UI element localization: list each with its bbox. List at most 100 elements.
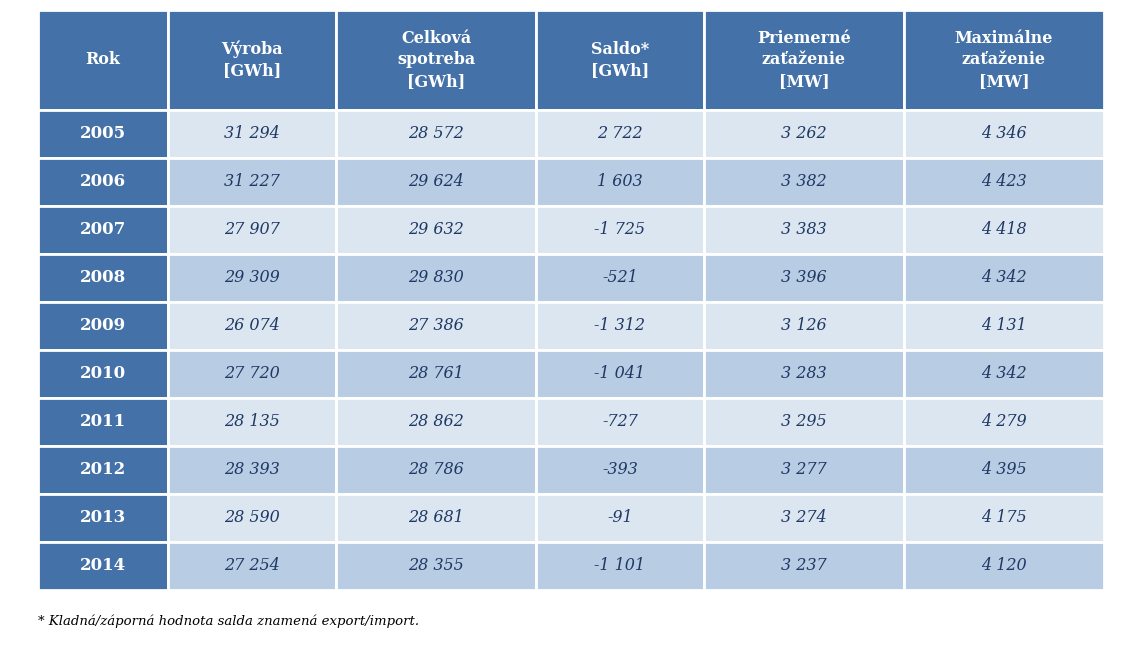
Text: 4 346: 4 346 (981, 125, 1027, 143)
Text: 3 277: 3 277 (781, 461, 827, 479)
Bar (536, 494, 704, 542)
Bar (38, 158, 167, 206)
Text: 4 131: 4 131 (981, 317, 1027, 335)
Bar (336, 542, 536, 590)
Text: 28 862: 28 862 (408, 414, 464, 430)
Bar (904, 254, 1104, 302)
Text: 4 342: 4 342 (981, 270, 1027, 286)
Text: -1 041: -1 041 (595, 365, 645, 382)
Text: 3 382: 3 382 (781, 173, 827, 191)
Bar (536, 350, 704, 398)
Text: -1 312: -1 312 (595, 317, 645, 335)
Text: Celková
spotreba
[GWh]: Celková spotreba [GWh] (397, 30, 475, 90)
Text: 27 254: 27 254 (224, 558, 280, 574)
Bar (704, 158, 904, 206)
Text: -1 725: -1 725 (595, 222, 645, 238)
Text: 3 274: 3 274 (781, 509, 827, 527)
Bar (704, 10, 904, 110)
Text: * Kladná/záporná hodnota salda znamená export/import.: * Kladná/záporná hodnota salda znamená e… (38, 614, 419, 627)
Text: Saldo*
[GWh]: Saldo* [GWh] (591, 41, 650, 79)
Text: 2005: 2005 (80, 125, 126, 143)
Bar (904, 350, 1104, 398)
Text: 2011: 2011 (80, 414, 126, 430)
Text: Rok: Rok (85, 52, 120, 68)
Text: 28 135: 28 135 (224, 414, 280, 430)
Text: 4 423: 4 423 (981, 173, 1027, 191)
Bar (167, 302, 336, 350)
Text: 28 355: 28 355 (408, 558, 464, 574)
Bar (336, 158, 536, 206)
Bar (904, 542, 1104, 590)
Text: 3 126: 3 126 (781, 317, 827, 335)
Bar (704, 542, 904, 590)
Bar (38, 494, 167, 542)
Bar (536, 398, 704, 446)
Bar (38, 542, 167, 590)
Text: 27 907: 27 907 (224, 222, 280, 238)
Bar (167, 110, 336, 158)
Text: 28 761: 28 761 (408, 365, 464, 382)
Bar (336, 494, 536, 542)
Bar (336, 254, 536, 302)
Text: 3 262: 3 262 (781, 125, 827, 143)
Text: 2014: 2014 (80, 558, 126, 574)
Bar (167, 350, 336, 398)
Bar (38, 350, 167, 398)
Text: 29 624: 29 624 (408, 173, 464, 191)
Bar (704, 494, 904, 542)
Text: -91: -91 (607, 509, 633, 527)
Text: 1 603: 1 603 (597, 173, 643, 191)
Bar (38, 206, 167, 254)
Text: 2009: 2009 (80, 317, 126, 335)
Text: 28 393: 28 393 (224, 461, 280, 479)
Text: 28 572: 28 572 (408, 125, 464, 143)
Text: 2008: 2008 (80, 270, 126, 286)
Bar (336, 398, 536, 446)
Bar (704, 398, 904, 446)
Text: 28 590: 28 590 (224, 509, 280, 527)
Bar (336, 206, 536, 254)
Text: 29 309: 29 309 (224, 270, 280, 286)
Bar (536, 206, 704, 254)
Text: 3 237: 3 237 (781, 558, 827, 574)
Text: 29 632: 29 632 (408, 222, 464, 238)
Text: 3 396: 3 396 (781, 270, 827, 286)
Bar (38, 302, 167, 350)
Bar (38, 254, 167, 302)
Bar (38, 110, 167, 158)
Text: 3 295: 3 295 (781, 414, 827, 430)
Text: 3 383: 3 383 (781, 222, 827, 238)
Text: 3 283: 3 283 (781, 365, 827, 382)
Bar (536, 302, 704, 350)
Bar (38, 10, 167, 110)
Text: 4 418: 4 418 (981, 222, 1027, 238)
Bar (704, 206, 904, 254)
Bar (904, 446, 1104, 494)
Text: 2 722: 2 722 (597, 125, 643, 143)
Text: 2012: 2012 (80, 461, 126, 479)
Bar (904, 206, 1104, 254)
Bar (336, 446, 536, 494)
Bar (904, 398, 1104, 446)
Bar (904, 302, 1104, 350)
Bar (536, 158, 704, 206)
Bar (336, 302, 536, 350)
Text: 2007: 2007 (80, 222, 126, 238)
Bar (904, 494, 1104, 542)
Text: -521: -521 (602, 270, 638, 286)
Text: 27 720: 27 720 (224, 365, 280, 382)
Text: 28 786: 28 786 (408, 461, 464, 479)
Bar (904, 10, 1104, 110)
Text: 2006: 2006 (80, 173, 126, 191)
Text: 4 342: 4 342 (981, 365, 1027, 382)
Bar (167, 398, 336, 446)
Text: 28 681: 28 681 (408, 509, 464, 527)
Bar (704, 110, 904, 158)
Text: 29 830: 29 830 (408, 270, 464, 286)
Text: 4 395: 4 395 (981, 461, 1027, 479)
Text: -1 101: -1 101 (595, 558, 645, 574)
Text: Priemerné
zaťaženie
[MW]: Priemerné zaťaženie [MW] (758, 30, 851, 90)
Bar (167, 254, 336, 302)
Bar (167, 158, 336, 206)
Text: 4 120: 4 120 (981, 558, 1027, 574)
